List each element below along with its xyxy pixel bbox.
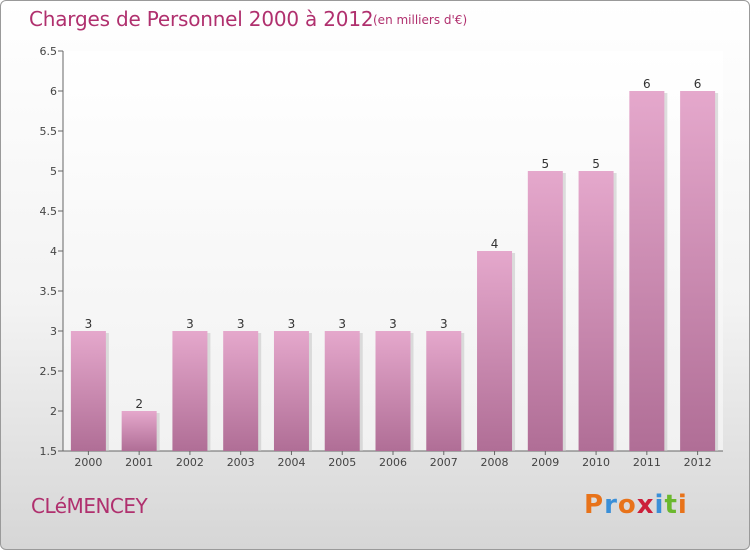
bar: [629, 91, 665, 451]
x-tick-label: 2001: [125, 456, 153, 469]
x-tick-label: 2008: [481, 456, 509, 469]
logo-letter: P: [584, 490, 605, 520]
x-tick-label: 2000: [74, 456, 102, 469]
commune-name: CLéMENCEY: [31, 494, 148, 518]
bar: [426, 331, 462, 451]
data-label: 3: [186, 317, 194, 331]
data-label: 5: [541, 157, 549, 171]
data-label: 3: [237, 317, 245, 331]
data-label: 3: [389, 317, 397, 331]
x-tick-label: 2003: [227, 456, 255, 469]
data-label: 3: [338, 317, 346, 331]
x-tick-label: 2012: [684, 456, 712, 469]
x-tick-label: 2004: [277, 456, 305, 469]
x-tick-label: 2006: [379, 456, 407, 469]
logo-letter: i: [677, 490, 688, 520]
bar: [223, 331, 259, 451]
bar: [273, 331, 309, 451]
logo-letter: t: [664, 490, 678, 520]
bar: [578, 171, 614, 451]
data-label: 6: [643, 77, 651, 91]
y-tick-label: 4: [50, 245, 57, 258]
x-tick-label: 2005: [328, 456, 356, 469]
x-tick-label: 2007: [430, 456, 458, 469]
x-tick-label: 2002: [176, 456, 204, 469]
bar: [477, 251, 513, 451]
y-tick-label: 3.5: [40, 285, 58, 298]
bar: [70, 331, 106, 451]
y-tick-label: 4.5: [40, 205, 58, 218]
bar: [121, 411, 157, 451]
bar: [172, 331, 208, 451]
y-tick-label: 3: [50, 325, 57, 338]
y-tick-label: 5: [50, 165, 57, 178]
y-tick-label: 6.5: [40, 45, 58, 58]
y-tick-label: 6: [50, 85, 57, 98]
logo-letter: r: [604, 490, 618, 520]
y-tick-label: 2.5: [40, 365, 58, 378]
x-tick-label: 2009: [531, 456, 559, 469]
bar: [375, 331, 411, 451]
data-label: 5: [592, 157, 600, 171]
chart-subtitle: (en milliers d'€): [373, 13, 468, 27]
y-tick-label: 1.5: [40, 445, 58, 458]
logo-letter: o: [617, 490, 637, 520]
data-label: 3: [440, 317, 448, 331]
y-tick-label: 5.5: [40, 125, 58, 138]
logo-letter: x: [636, 490, 655, 520]
data-label: 4: [491, 237, 499, 251]
bar: [324, 331, 360, 451]
data-label: 6: [694, 77, 702, 91]
bar: [680, 91, 716, 451]
bar: [527, 171, 563, 451]
logo-letter: i: [654, 490, 665, 520]
proxiti-logo: Proxiti: [584, 490, 688, 520]
data-label: 3: [288, 317, 296, 331]
data-label: 3: [85, 317, 93, 331]
x-tick-label: 2011: [633, 456, 661, 469]
data-label: 2: [135, 397, 143, 411]
y-tick-label: 2: [50, 405, 57, 418]
x-tick-label: 2010: [582, 456, 610, 469]
chart-title: Charges de Personnel 2000 à 2012: [29, 7, 374, 31]
